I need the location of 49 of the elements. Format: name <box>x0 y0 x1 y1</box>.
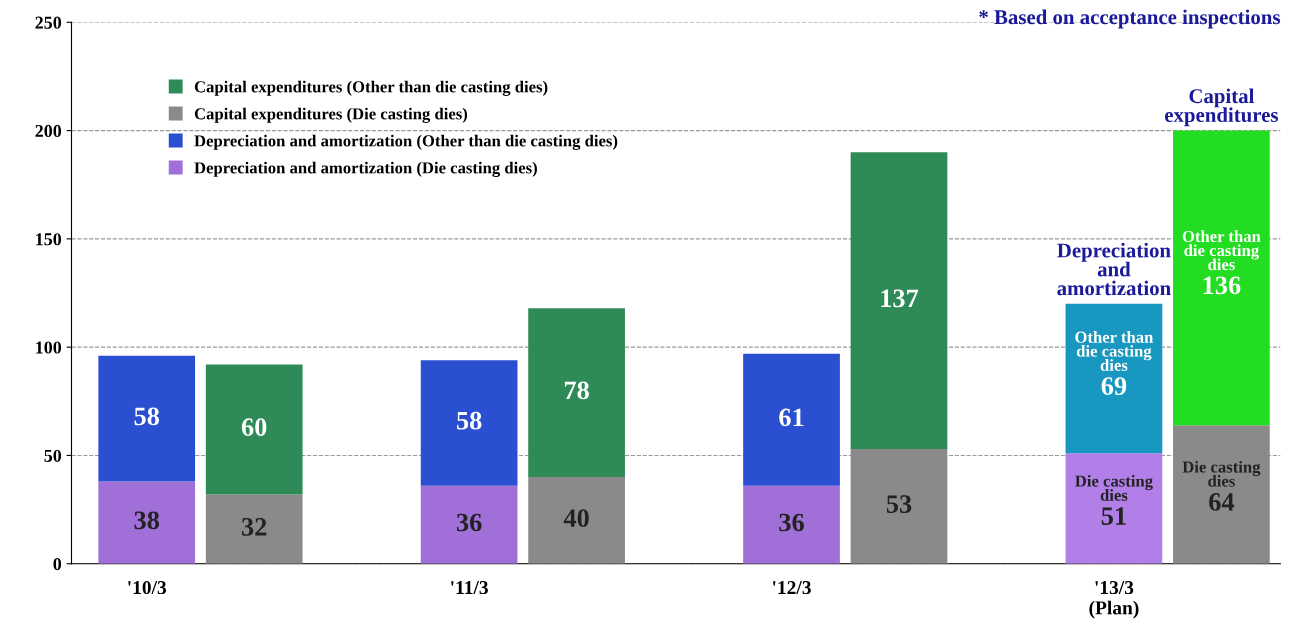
x-tick-label: '13/3 (Plan) <box>1089 581 1139 619</box>
data-label: Die casting dies 64 <box>1182 460 1261 511</box>
data-label: 36 <box>779 513 804 532</box>
bar <box>1173 425 1270 564</box>
legend-label: Depreciation and amortization (Other than die casting dies) <box>194 134 618 150</box>
bar <box>1065 303 1163 454</box>
bar <box>528 477 625 564</box>
data-label: 58 <box>134 407 160 426</box>
bar <box>98 481 196 564</box>
data-label: 58 <box>456 411 482 430</box>
bar <box>420 485 518 564</box>
x-tick-label: '12/3 <box>773 581 811 595</box>
annotation: Capital expenditures <box>1165 88 1278 127</box>
data-label: 61 <box>779 408 804 427</box>
bar <box>205 494 303 564</box>
data-label: 36 <box>456 513 482 532</box>
bar <box>850 152 948 449</box>
data-label: 32 <box>241 517 267 536</box>
legend-label: Capital expenditures (Die casting dies) <box>194 107 468 123</box>
data-label: Other than die casting dies 69 <box>1075 331 1154 395</box>
data-label: 40 <box>563 509 589 528</box>
bar <box>850 448 948 564</box>
x-tick-label: '11/3 <box>451 581 488 595</box>
legend-label: Capital expenditures (Other than die casting dies) <box>194 80 548 96</box>
bar <box>205 364 303 495</box>
y-tick-label: 100 <box>36 341 62 354</box>
bar <box>98 355 196 482</box>
data-label: Die casting dies 51 <box>1075 474 1153 525</box>
y-tick-label: 150 <box>36 233 62 246</box>
bar <box>743 353 840 486</box>
y-tick-label: 250 <box>35 16 62 29</box>
data-label: 60 <box>241 418 267 437</box>
bar <box>420 360 518 486</box>
data-label: 38 <box>134 511 160 530</box>
data-label: 78 <box>564 381 589 400</box>
bar <box>528 308 625 478</box>
data-label: Other than die casting dies 136 <box>1182 230 1261 295</box>
y-tick-label: 50 <box>44 449 62 462</box>
bar <box>743 485 840 564</box>
annotation: Depreciation and amortization <box>1057 242 1171 296</box>
legend-label: Depreciation and amortization (Die casting dies) <box>194 161 537 177</box>
annotation: * Based on acceptance inspections <box>979 9 1280 29</box>
data-label: 53 <box>886 495 912 513</box>
y-tick-label: 200 <box>35 124 62 138</box>
bar <box>1065 453 1163 564</box>
y-tick-label: 0 <box>53 558 62 571</box>
data-label: 137 <box>881 289 919 308</box>
bar <box>1173 130 1270 426</box>
x-tick-label: '10/3 <box>128 580 167 595</box>
